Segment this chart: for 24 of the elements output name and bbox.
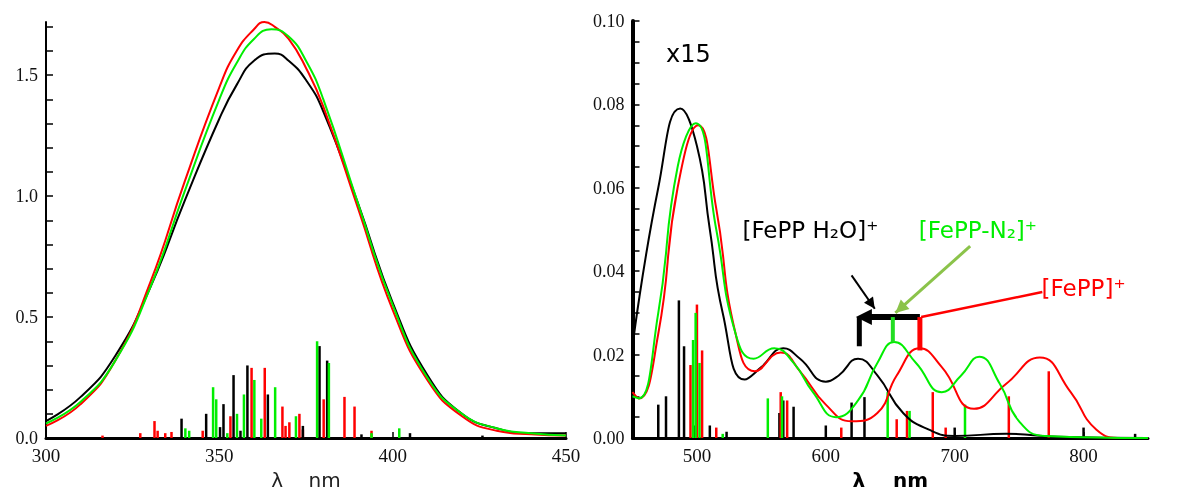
series-label: [FePP H₂O]⁺ bbox=[742, 216, 879, 243]
y-tick-label: 0.04 bbox=[593, 261, 625, 282]
y-tick-label: 0.02 bbox=[593, 344, 625, 365]
x-axis-title: λ nm bbox=[852, 468, 929, 492]
y-tick-label: 1.5 bbox=[15, 65, 38, 86]
x-tick-label: 350 bbox=[205, 445, 234, 466]
x-tick-label: 700 bbox=[940, 445, 969, 466]
y-tick-label: 1.0 bbox=[15, 186, 38, 207]
y-tick-label: 0.0 bbox=[15, 428, 38, 448]
x-tick-label: 300 bbox=[31, 445, 61, 466]
y-tick-label: 0.08 bbox=[593, 94, 625, 115]
x-axis-title: λ nm bbox=[271, 468, 341, 492]
y-tick-label: 0.00 bbox=[593, 428, 625, 448]
y-tick-label: 0.10 bbox=[593, 11, 625, 31]
x-tick-label: 600 bbox=[811, 445, 841, 466]
text: [FePP-N₂]⁺ bbox=[918, 216, 1037, 243]
annotation: x15 bbox=[666, 40, 711, 68]
text: [FePP]⁺ bbox=[1041, 274, 1126, 301]
y-tick-label: 0.5 bbox=[15, 307, 38, 328]
x-tick-label: 400 bbox=[378, 445, 407, 466]
x-tick-label: 800 bbox=[1069, 445, 1098, 466]
x-tick-label: 450 bbox=[551, 445, 581, 466]
y-tick-label: 0.06 bbox=[593, 177, 625, 198]
x-tick-label: 500 bbox=[682, 445, 712, 466]
